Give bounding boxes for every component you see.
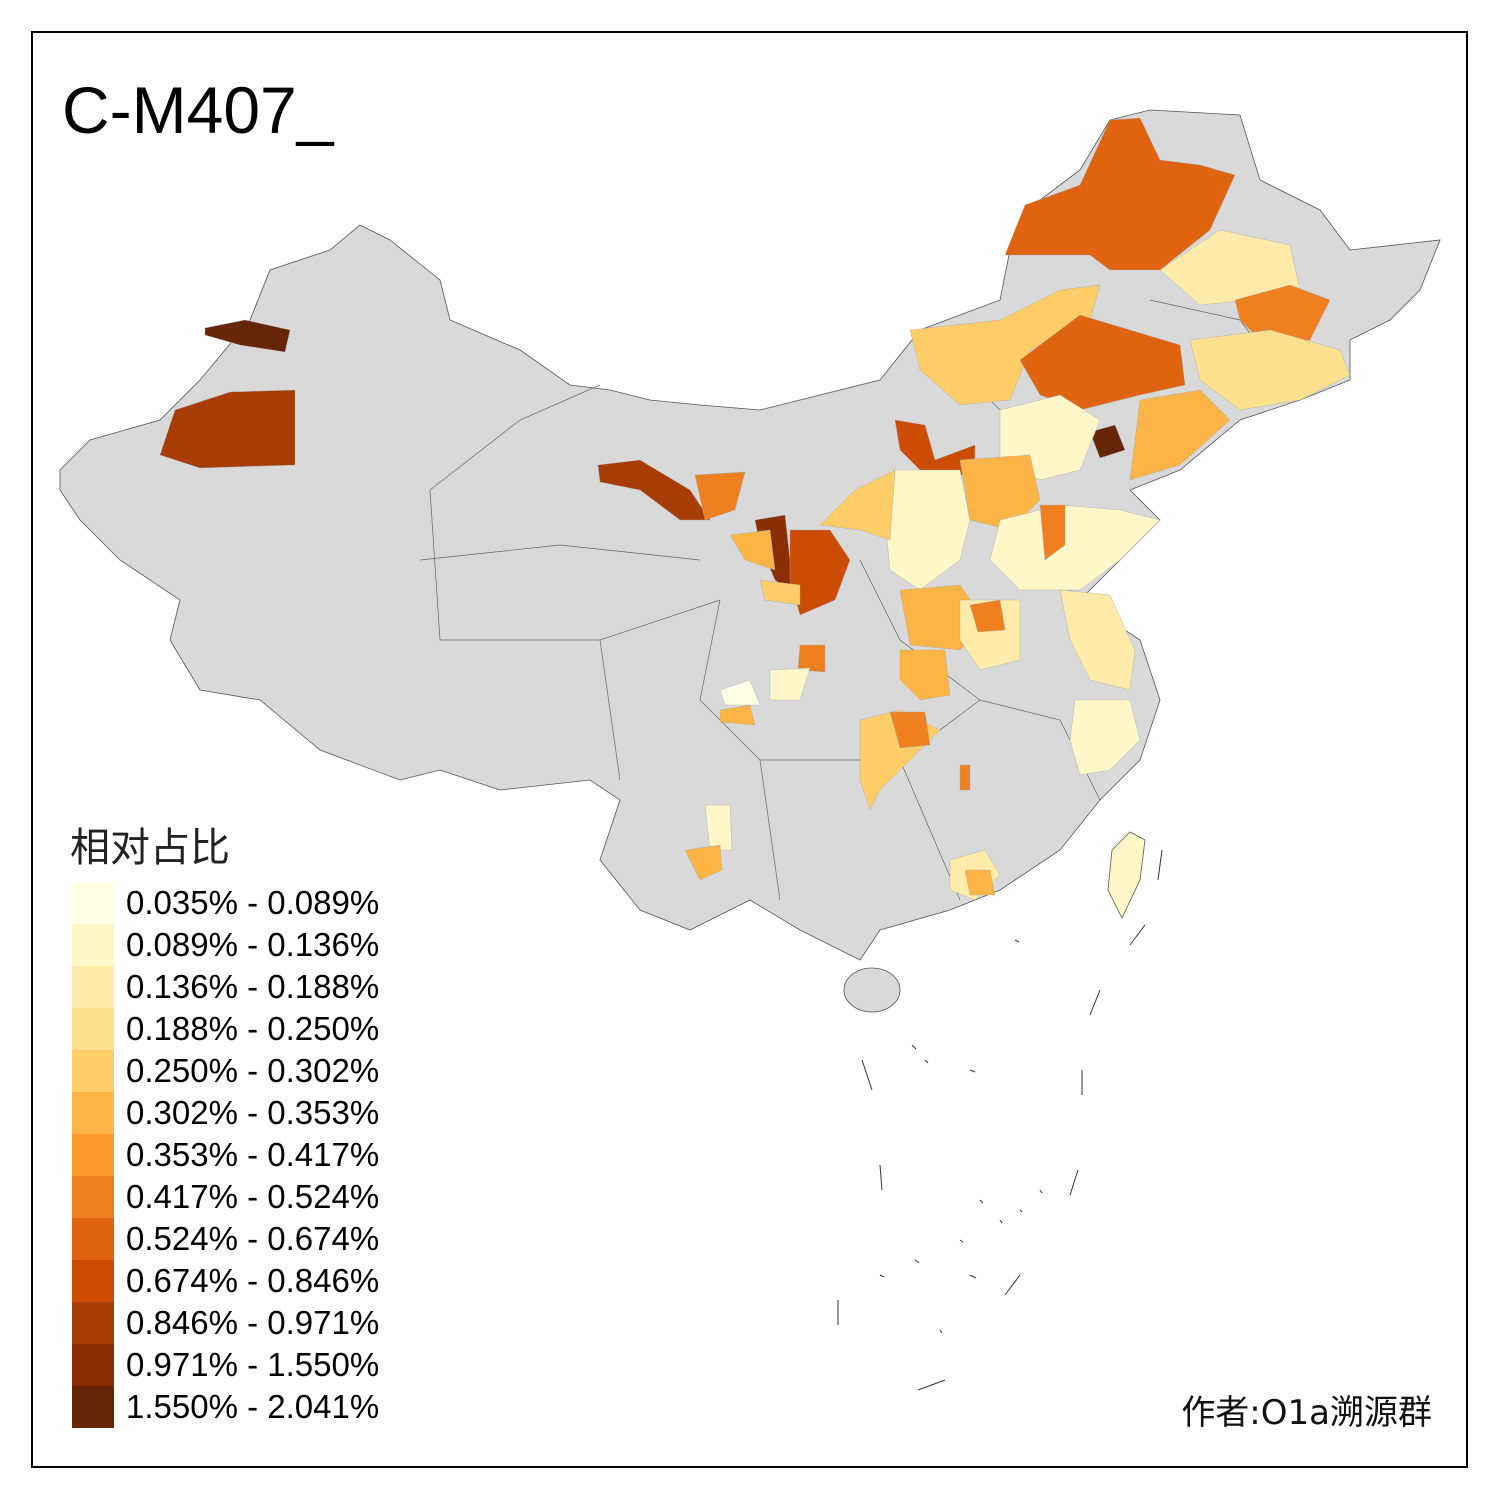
- legend-swatch: [72, 1176, 114, 1218]
- taiwan-island: [1107, 831, 1146, 919]
- region-xinjiang-ili: [159, 389, 296, 469]
- region-chaoyang: [1089, 424, 1126, 459]
- legend-item: 0.846% - 0.971%: [72, 1302, 379, 1344]
- region-yunnan-south: [684, 844, 723, 881]
- legend-item: 0.302% - 0.353%: [72, 1092, 379, 1134]
- legend: 0.035% - 0.089% 0.089% - 0.136% 0.136% - 0…: [72, 882, 379, 1428]
- region-gansu-east: [729, 529, 776, 571]
- nine-dash-line: [837, 849, 1163, 1391]
- region-shanxi-west: [819, 469, 896, 541]
- legend-swatch: [72, 882, 114, 924]
- legend-item: 0.353% - 0.417%: [72, 1134, 379, 1176]
- region-zhengzhou: [969, 599, 1006, 633]
- legend-item: 0.035% - 0.089%: [72, 882, 379, 924]
- map-frame: [31, 31, 1468, 1468]
- island-dots: [879, 939, 1043, 1334]
- legend-item: 0.674% - 0.846%: [72, 1260, 379, 1302]
- region-xinjiang-north: [204, 319, 291, 353]
- region-yunnan: [704, 804, 733, 851]
- region-fills: [159, 117, 1351, 901]
- region-hubei-north: [899, 649, 951, 701]
- legend-swatch: [72, 1008, 114, 1050]
- region-jilin: [1189, 329, 1351, 411]
- region-liaoning: [1129, 389, 1231, 481]
- legend-title: 相对占比: [70, 825, 230, 871]
- legend-swatch: [72, 1344, 114, 1386]
- legend-item: 0.136% - 0.188%: [72, 966, 379, 1008]
- legend-label: 0.846% - 0.971%: [126, 1304, 380, 1341]
- region-shaanxi-south: [797, 644, 826, 673]
- legend-label: 0.250% - 0.302%: [126, 1052, 380, 1089]
- legend-item: 0.188% - 0.250%: [72, 1008, 379, 1050]
- legend-swatch: [72, 1386, 114, 1428]
- map-title: C-M407_: [62, 73, 334, 147]
- region-sichuan: [769, 667, 811, 701]
- region-ningxia-gansu: [597, 459, 711, 521]
- legend-swatch: [72, 1218, 114, 1260]
- legend-label: 0.524% - 0.674%: [126, 1220, 380, 1257]
- region-ordos: [694, 471, 746, 521]
- legend-item: 0.971% - 1.550%: [72, 1344, 379, 1386]
- region-guangzhou: [964, 869, 996, 896]
- legend-swatch: [72, 1302, 114, 1344]
- legend-swatch: [72, 924, 114, 966]
- region-shandong: [989, 504, 1161, 591]
- legend-label: 0.674% - 0.846%: [126, 1262, 380, 1299]
- region-sichuan-west: [719, 679, 761, 706]
- legend-label: 0.136% - 0.188%: [126, 968, 380, 1005]
- legend-label: 0.035% - 0.089%: [126, 884, 380, 921]
- legend-swatch: [72, 1050, 114, 1092]
- region-changde: [889, 711, 931, 749]
- legend-label: 1.550% - 2.041%: [126, 1388, 380, 1425]
- legend-label: 0.353% - 0.417%: [126, 1136, 380, 1173]
- legend-label: 0.971% - 1.550%: [126, 1346, 380, 1383]
- hainan-island: [843, 967, 901, 1013]
- legend-label: 0.089% - 0.136%: [126, 926, 380, 963]
- legend-item: 0.524% - 0.674%: [72, 1218, 379, 1260]
- legend-swatch: [72, 1260, 114, 1302]
- legend-swatch: [72, 1134, 114, 1176]
- region-zhejiang: [1069, 699, 1141, 776]
- legend-item: 1.550% - 2.041%: [72, 1386, 379, 1428]
- legend-item: 0.417% - 0.524%: [72, 1176, 379, 1218]
- south-china-sea-islands: [837, 849, 1163, 1391]
- region-shandong-west: [1039, 504, 1066, 561]
- legend-swatch: [72, 1092, 114, 1134]
- legend-label: 0.417% - 0.524%: [126, 1178, 380, 1215]
- legend-label: 0.188% - 0.250%: [126, 1010, 380, 1047]
- region-yaan: [719, 704, 756, 726]
- legend-swatch: [72, 966, 114, 1008]
- region-shaanxi-north: [789, 529, 851, 616]
- legend-item: 0.089% - 0.136%: [72, 924, 379, 966]
- region-jiangxi: [959, 764, 971, 791]
- legend-item: 0.250% - 0.302%: [72, 1050, 379, 1092]
- legend-label: 0.302% - 0.353%: [126, 1094, 380, 1131]
- author-credit: 作者:O1a溯源群: [1181, 1393, 1432, 1433]
- region-gansu-south: [759, 579, 801, 606]
- region-jiangsu: [1059, 589, 1136, 691]
